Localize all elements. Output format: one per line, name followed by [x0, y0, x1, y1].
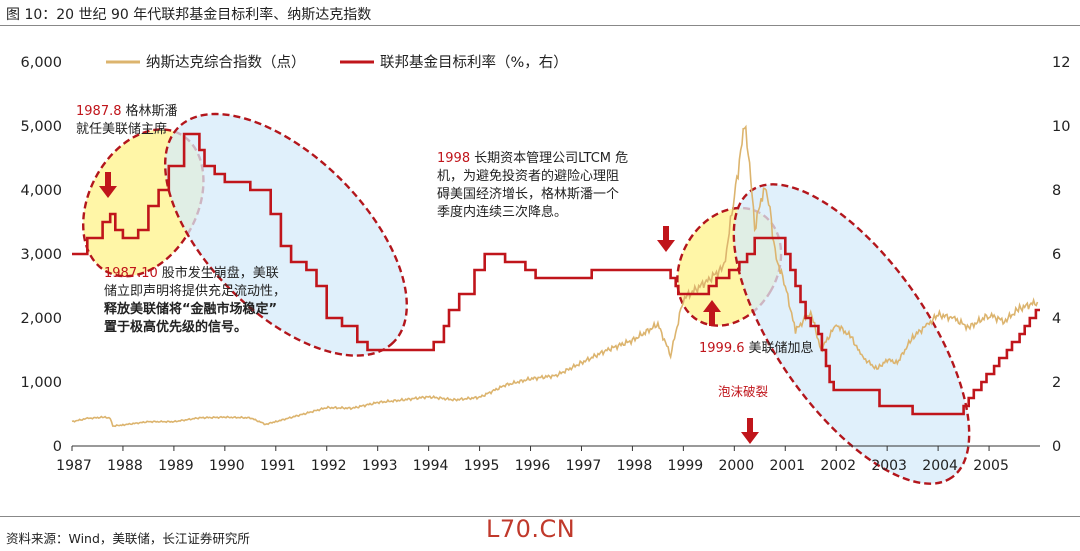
x-tick-label: 2001: [769, 458, 805, 474]
chart-title: 图 10：20 世纪 90 年代联邦基金目标利率、纳斯达克指数: [6, 7, 372, 23]
y-right-tick-label: 12: [1052, 55, 1070, 71]
y-right-tick-label: 0: [1052, 439, 1061, 455]
legend-label-fed-rate: 联邦基金目标利率（%，右）: [380, 54, 568, 71]
y-right-tick-label: 6: [1052, 247, 1061, 263]
arrow-down-2000: [741, 418, 759, 444]
annot-1999-6-text: 美联储加息: [749, 340, 814, 356]
x-tick-label: 2003: [871, 458, 907, 474]
annot-bubble-burst: 泡沫破裂: [718, 384, 768, 399]
y-right-tick-label: 10: [1052, 119, 1070, 135]
ellipse-2001-2003-cuts: [732, 183, 971, 485]
x-tick-label: 1987: [56, 458, 92, 474]
series-line-nasdaq: [71, 124, 1039, 428]
watermark: L70.CN: [486, 515, 576, 543]
y-left-tick-label: 6,000: [20, 55, 62, 71]
x-tick-label: 2005: [973, 458, 1009, 474]
y-left-tick-label: 2,000: [20, 311, 62, 327]
x-tick-label: 1989: [158, 458, 194, 474]
chart-annotations: 1987.8 格林斯潘 就任美联储主席 1987.10 股市发生崩盘，美联 储立即声…: [76, 103, 814, 399]
x-tick-label: 1994: [413, 458, 449, 474]
annot-1987-10-line2: 储立即声明将提供充足流动性，: [104, 283, 286, 299]
y-right-tick-label: 4: [1052, 311, 1061, 327]
x-tick-label: 2000: [718, 458, 754, 474]
annot-1987-10-line1: 股市发生崩盘，美联: [162, 265, 279, 281]
y-left-tick-label: 1,000: [20, 375, 62, 391]
x-tick-label: 1991: [260, 458, 296, 474]
x-tick-label: 1999: [668, 458, 704, 474]
arrow-down-1998: [657, 226, 675, 252]
annot-1998-line1: 长期资本管理公司LTCM 危: [474, 151, 628, 166]
arrow-up-1999: [703, 300, 721, 326]
y-left-tick-label: 0: [53, 439, 62, 455]
x-tick-label: 1992: [311, 458, 347, 474]
x-tick-label: 1996: [515, 458, 551, 474]
arrow-down-1987: [99, 172, 117, 198]
annot-1987-8-year: 1987.8: [76, 104, 122, 119]
annot-1998-year: 1998: [437, 151, 470, 166]
title-divider: [0, 25, 1080, 26]
annot-1987-10-line3: 释放美联储将“金融市场稳定”: [104, 301, 277, 317]
annot-1987-10-year: 1987.10: [104, 266, 158, 281]
y-right-tick-label: 8: [1052, 183, 1061, 199]
source-note: 资料来源：Wind，美联储，长江证券研究所: [6, 531, 250, 546]
annot-1998-line2: 机，为避免投资者的避险心理阻: [437, 168, 619, 184]
footer-divider: [0, 516, 1080, 517]
x-tick-label: 1993: [362, 458, 398, 474]
annot-1998-line4: 季度内连续三次降息。: [437, 204, 567, 220]
y-left-tick-label: 4,000: [20, 183, 62, 199]
annot-1987-8-line1: 格林斯潘: [126, 103, 178, 119]
chart-canvas: 0 1,000 2,000 3,000 4,000 5,000 6,000 0 2 4 6 8 10 12…: [20, 54, 1070, 485]
annot-1987-10-line4: 置于极高优先级的信号。: [104, 319, 247, 335]
x-tick-label: 1995: [464, 458, 500, 474]
x-tick-label: 2002: [820, 458, 856, 474]
y-left-tick-label: 5,000: [20, 119, 62, 135]
event-arrows: [99, 172, 759, 444]
x-tick-label: 1998: [617, 458, 653, 474]
x-tick-label: 1997: [566, 458, 602, 474]
y-right-tick-label: 2: [1052, 375, 1061, 391]
annot-1987-8-line2: 就任美联储主席: [76, 121, 167, 137]
chart-legend: 纳斯达克综合指数（点） 联邦基金目标利率（%，右）: [106, 54, 568, 71]
chart-series: [71, 124, 1040, 428]
annot-1999-6-year: 1999.6: [699, 341, 745, 356]
y-left-tick-label: 3,000: [20, 247, 62, 263]
legend-label-nasdaq: 纳斯达克综合指数（点）: [146, 54, 306, 71]
series-line-fed-rate: [72, 132, 1040, 416]
x-tick-label: 1988: [107, 458, 143, 474]
chart-axes: 0 1,000 2,000 3,000 4,000 5,000 6,000 0 2 4 6 8 10 12…: [20, 55, 1070, 474]
annot-1998-line3: 碍美国经济增长，格林斯潘一个: [437, 186, 619, 202]
x-tick-label: 1990: [209, 458, 245, 474]
x-tick-label: 2004: [922, 458, 958, 474]
